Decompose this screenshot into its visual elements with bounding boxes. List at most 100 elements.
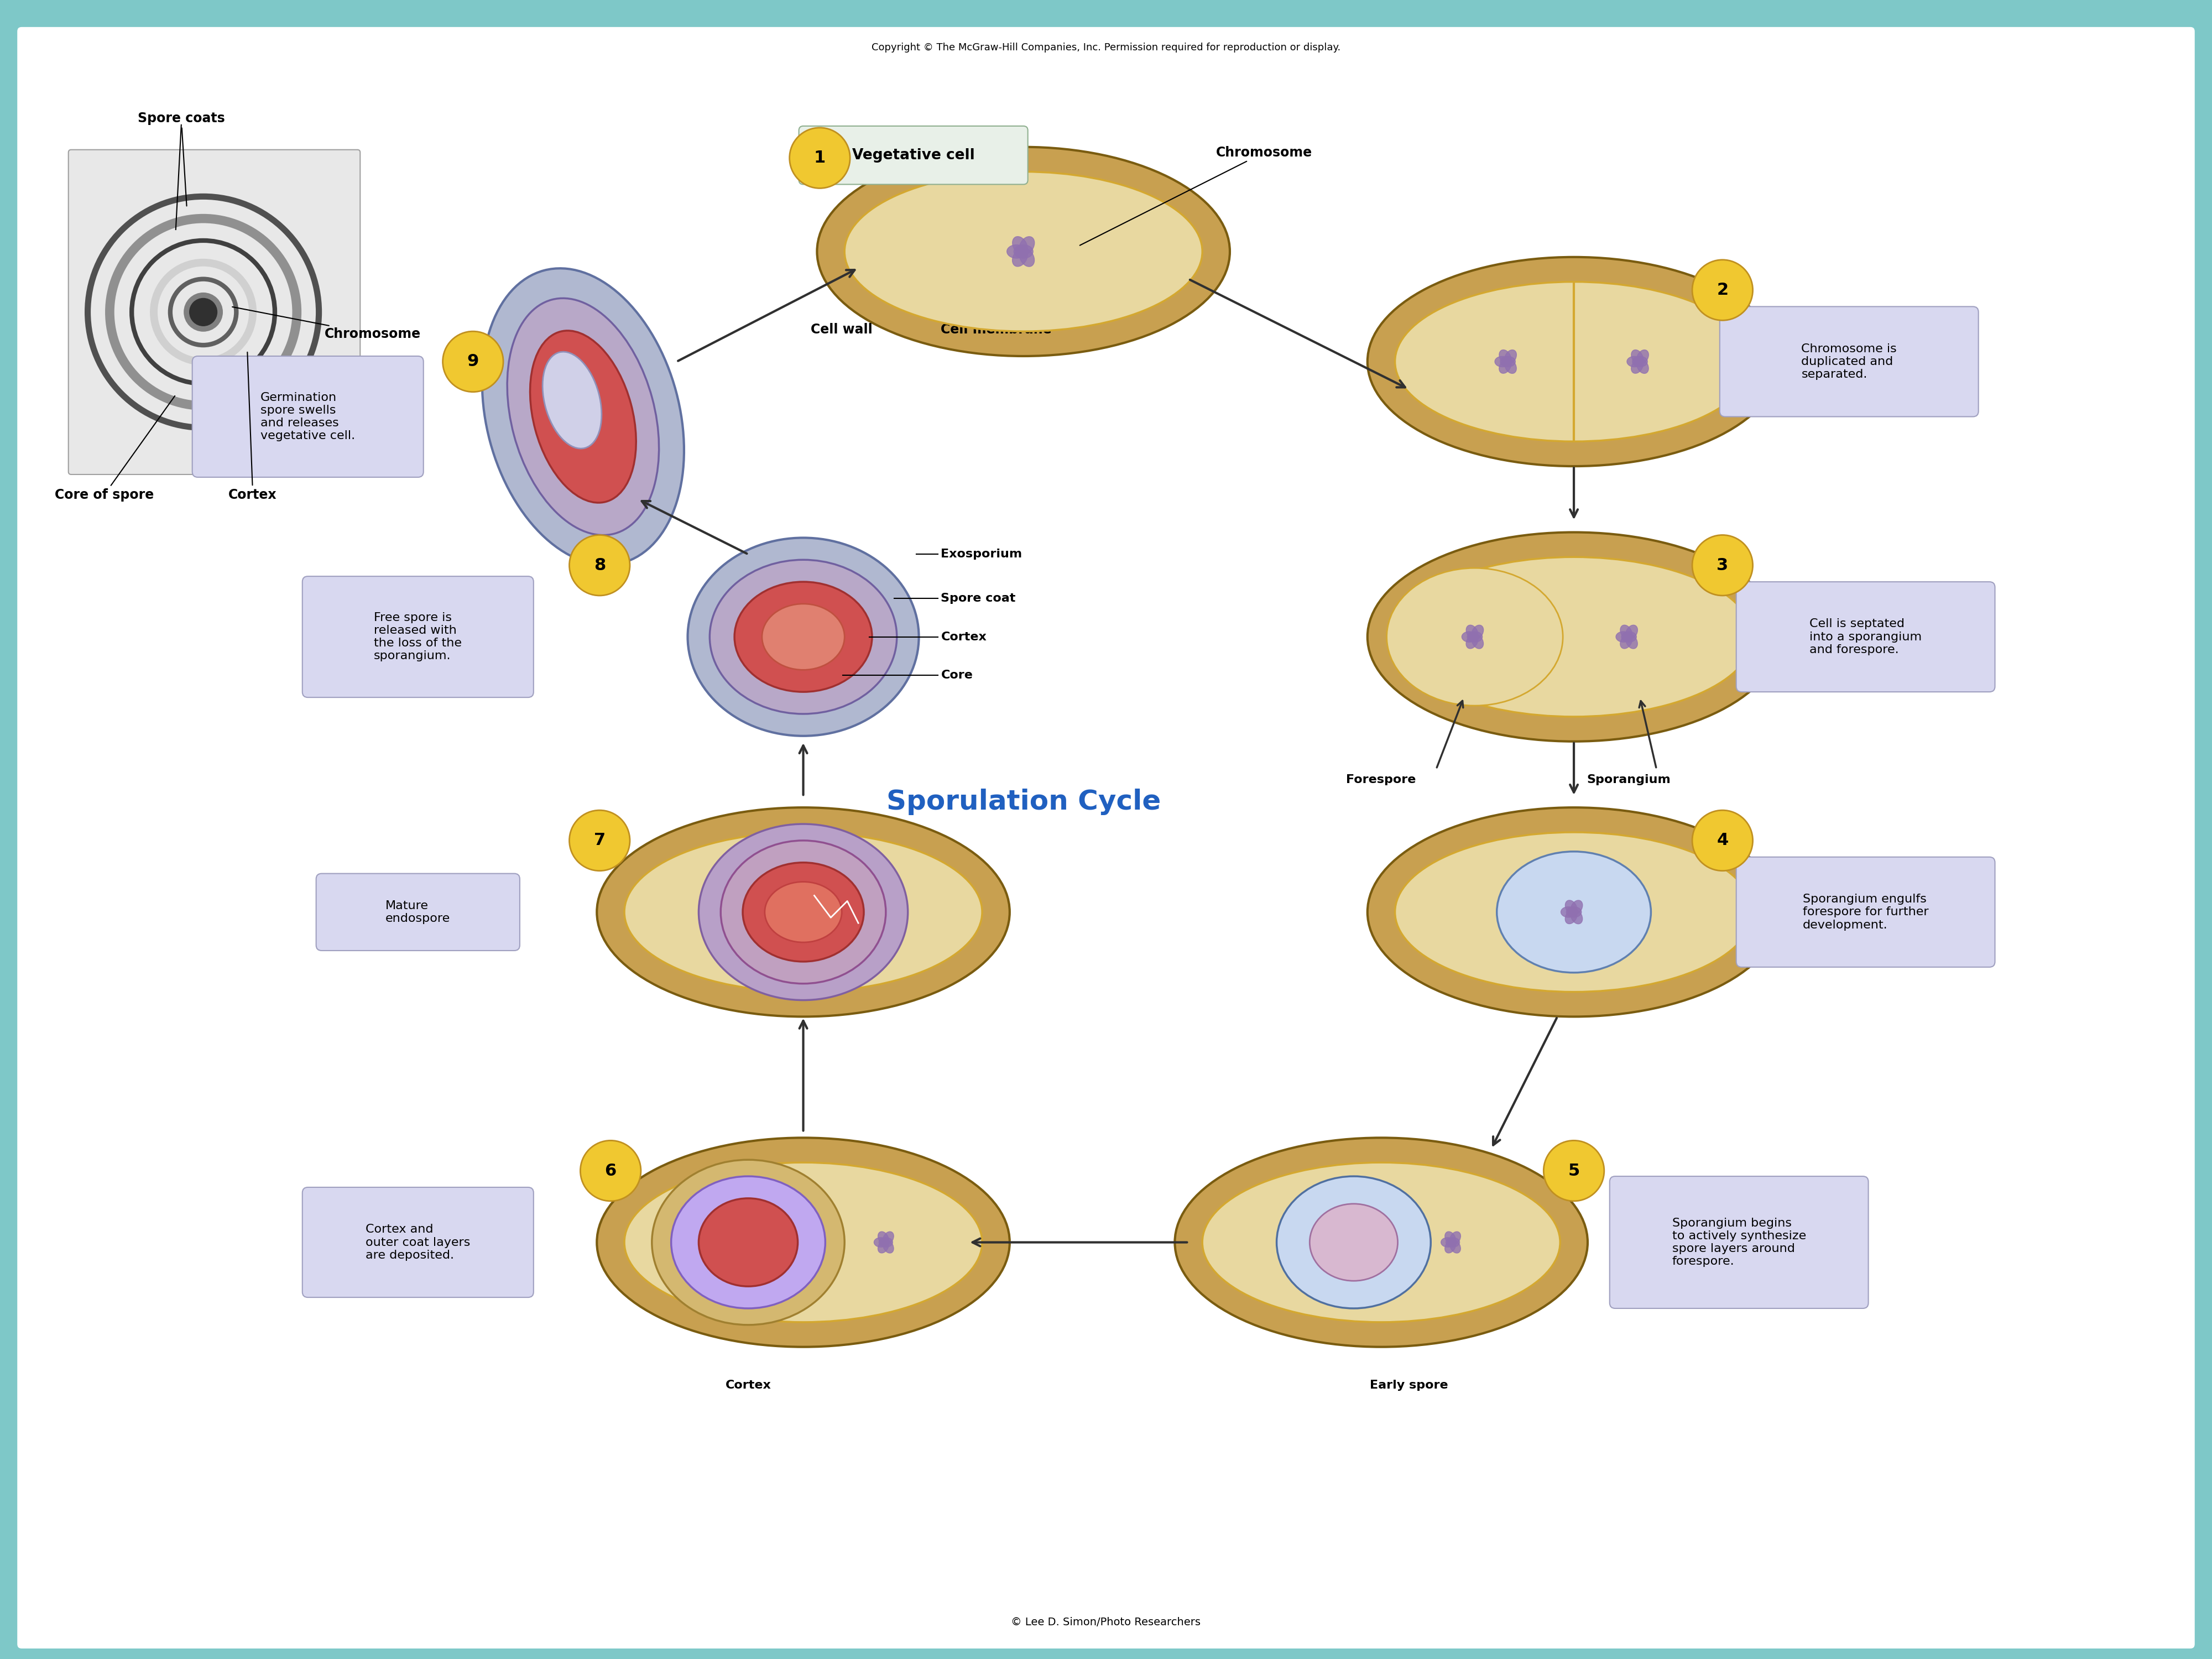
Text: Sporangium: Sporangium — [1586, 775, 1670, 785]
Text: Cell is septated
into a sporangium
and forespore.: Cell is septated into a sporangium and f… — [1809, 619, 1922, 655]
Circle shape — [1692, 534, 1752, 596]
Ellipse shape — [575, 398, 584, 406]
Ellipse shape — [1444, 1241, 1455, 1253]
Ellipse shape — [1495, 357, 1511, 367]
Ellipse shape — [845, 173, 1203, 332]
Text: Chromosome: Chromosome — [232, 307, 420, 340]
FancyBboxPatch shape — [1610, 1176, 1869, 1309]
Ellipse shape — [1566, 907, 1582, 917]
Ellipse shape — [1444, 1231, 1455, 1244]
Text: Early spore: Early spore — [1369, 1380, 1449, 1390]
Ellipse shape — [743, 863, 865, 962]
Text: 6: 6 — [604, 1163, 617, 1180]
Circle shape — [1692, 260, 1752, 320]
Text: 4: 4 — [1717, 833, 1728, 848]
FancyBboxPatch shape — [1736, 582, 1995, 692]
Text: 8: 8 — [593, 557, 606, 574]
Ellipse shape — [1566, 901, 1577, 914]
Text: Sporangium begins
to actively synthesize
spore layers around
forespore.: Sporangium begins to actively synthesize… — [1672, 1218, 1805, 1267]
Ellipse shape — [1626, 357, 1641, 367]
Circle shape — [1692, 810, 1752, 871]
FancyBboxPatch shape — [303, 576, 533, 697]
Ellipse shape — [1013, 249, 1029, 267]
Ellipse shape — [1467, 632, 1482, 642]
Ellipse shape — [597, 808, 1009, 1017]
FancyBboxPatch shape — [15, 27, 2197, 1649]
Text: Cell wall: Cell wall — [812, 324, 874, 337]
Ellipse shape — [1020, 249, 1035, 267]
Text: Spore coat: Spore coat — [940, 592, 1015, 604]
Text: Cortex: Cortex — [940, 632, 987, 642]
Text: 1: 1 — [814, 149, 825, 166]
Text: Exosporium: Exosporium — [940, 549, 1022, 559]
Ellipse shape — [1013, 246, 1033, 259]
Ellipse shape — [482, 269, 684, 566]
Ellipse shape — [1500, 360, 1511, 373]
Text: Cortex: Cortex — [228, 352, 276, 501]
Text: Copyright © The McGraw-Hill Companies, Inc. Permission required for reproduction: Copyright © The McGraw-Hill Companies, I… — [872, 43, 1340, 53]
Ellipse shape — [1396, 282, 1752, 441]
Ellipse shape — [883, 1241, 894, 1253]
Ellipse shape — [568, 401, 580, 410]
Circle shape — [790, 128, 849, 187]
Ellipse shape — [1396, 557, 1752, 717]
Ellipse shape — [699, 825, 907, 1000]
Ellipse shape — [1367, 808, 1781, 1017]
Ellipse shape — [1626, 634, 1637, 649]
Ellipse shape — [1504, 350, 1517, 363]
Circle shape — [568, 810, 630, 871]
Ellipse shape — [1621, 632, 1637, 642]
Ellipse shape — [1626, 625, 1637, 639]
Ellipse shape — [542, 352, 602, 448]
Ellipse shape — [1449, 1231, 1460, 1244]
Ellipse shape — [734, 582, 872, 692]
Ellipse shape — [1471, 625, 1484, 639]
Ellipse shape — [1504, 360, 1517, 373]
Ellipse shape — [1500, 357, 1515, 367]
Circle shape — [580, 1140, 641, 1201]
FancyBboxPatch shape — [303, 1188, 533, 1297]
Ellipse shape — [878, 1231, 889, 1244]
Ellipse shape — [1013, 237, 1029, 254]
Ellipse shape — [597, 1138, 1009, 1347]
Ellipse shape — [1020, 237, 1035, 254]
Text: Chromosome is
duplicated and
separated.: Chromosome is duplicated and separated. — [1801, 343, 1898, 380]
Ellipse shape — [878, 1241, 889, 1253]
Ellipse shape — [1500, 350, 1511, 363]
Ellipse shape — [1467, 625, 1478, 639]
Ellipse shape — [1571, 909, 1582, 924]
Circle shape — [190, 299, 217, 325]
FancyBboxPatch shape — [192, 357, 422, 478]
Ellipse shape — [1619, 634, 1632, 649]
Ellipse shape — [1471, 634, 1484, 649]
Ellipse shape — [1310, 1204, 1398, 1281]
Text: 2: 2 — [1717, 282, 1728, 299]
Text: Cortex: Cortex — [726, 1380, 772, 1390]
Ellipse shape — [1006, 246, 1026, 259]
Text: Cell membrane: Cell membrane — [940, 324, 1051, 337]
Text: 3: 3 — [1717, 557, 1728, 574]
Text: Chromosome: Chromosome — [1079, 146, 1312, 246]
FancyBboxPatch shape — [799, 126, 1029, 184]
Ellipse shape — [1637, 350, 1648, 363]
Text: Spore coats: Spore coats — [137, 111, 226, 206]
Ellipse shape — [1447, 1238, 1460, 1248]
Text: Forespore: Forespore — [1347, 775, 1416, 785]
Text: Vegetative cell: Vegetative cell — [852, 148, 975, 163]
Ellipse shape — [1562, 907, 1575, 917]
Text: © Lee D. Simon/Photo Researchers: © Lee D. Simon/Photo Researchers — [1011, 1618, 1201, 1627]
Text: Cortex and
outer coat layers
are deposited.: Cortex and outer coat layers are deposit… — [365, 1224, 471, 1261]
Ellipse shape — [710, 559, 896, 713]
Ellipse shape — [1619, 625, 1632, 639]
Ellipse shape — [1462, 632, 1478, 642]
Circle shape — [568, 534, 630, 596]
Ellipse shape — [1367, 533, 1781, 742]
Text: 7: 7 — [593, 833, 606, 848]
Ellipse shape — [1630, 360, 1644, 373]
Text: 5: 5 — [1568, 1163, 1579, 1180]
Ellipse shape — [670, 1176, 825, 1309]
FancyBboxPatch shape — [1719, 307, 1978, 416]
Ellipse shape — [1630, 350, 1644, 363]
Ellipse shape — [883, 1231, 894, 1244]
Circle shape — [442, 332, 504, 392]
